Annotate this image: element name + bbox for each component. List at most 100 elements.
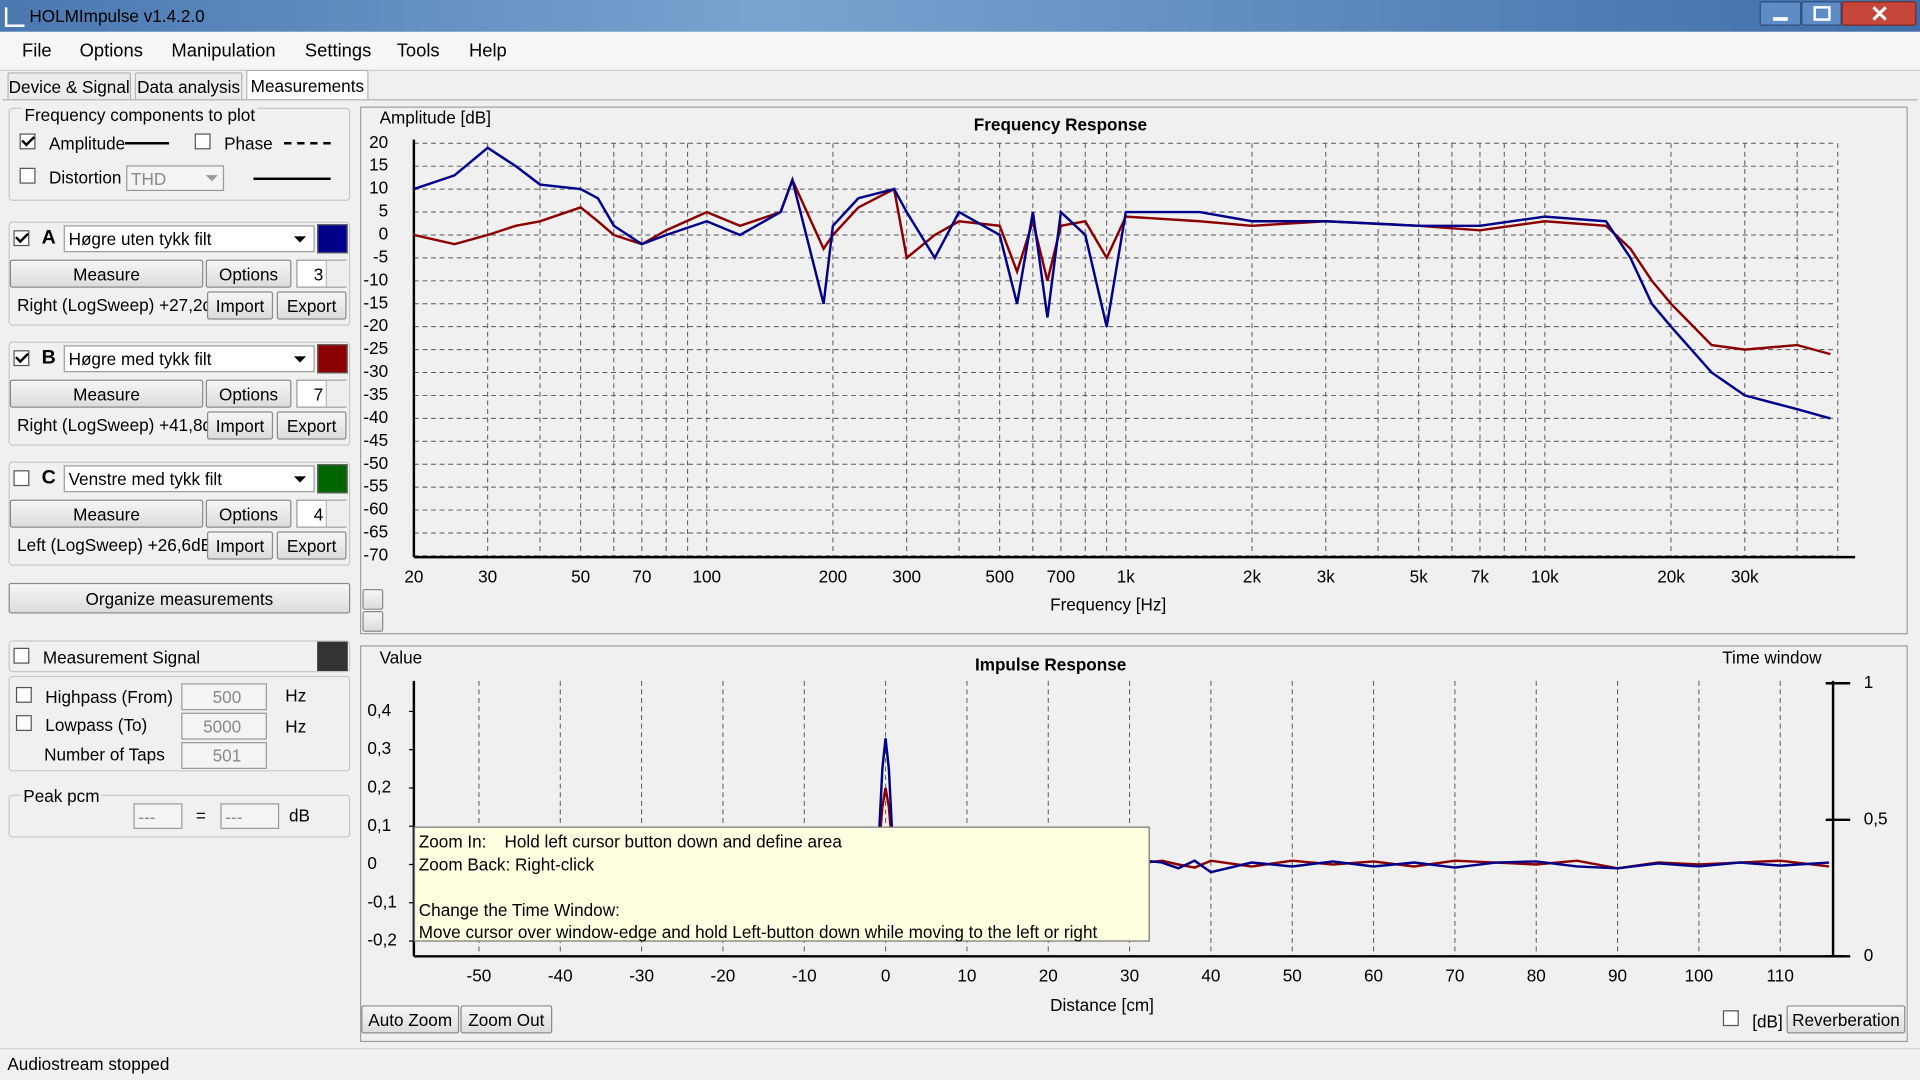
series-line <box>413 738 1830 874</box>
options-button[interactable]: Options <box>205 499 292 528</box>
y-tick-label: 0,2 <box>367 776 391 796</box>
signal-title: Measurement Signal <box>42 647 201 668</box>
spin-buttons[interactable] <box>325 380 347 407</box>
x-tick-label: 60 <box>1364 966 1383 986</box>
x-tick-label: 3k <box>1317 566 1336 586</box>
color-swatch[interactable] <box>317 344 348 374</box>
x-tick-label: 20 <box>404 566 423 586</box>
lowpass-checkbox[interactable] <box>15 715 32 732</box>
x-tick-label: 10 <box>957 966 976 986</box>
unit-label: Hz <box>285 716 307 736</box>
app-icon <box>4 7 25 27</box>
y2-tick-label: 0 <box>1864 945 1874 965</box>
y-tick-label: -55 <box>363 476 388 496</box>
y2-tick-label: 1 <box>1864 672 1874 692</box>
measure-button[interactable]: Measure <box>9 259 204 288</box>
signal-header <box>8 640 351 673</box>
dropdown-arrow <box>293 476 307 488</box>
menu-item[interactable]: Tools <box>396 40 440 62</box>
tooltip-row: Zoom Back: Right-click <box>418 854 595 874</box>
highpass-checkbox[interactable] <box>15 686 32 703</box>
menu-item[interactable]: Manipulation <box>171 40 276 62</box>
y-tick-label: -20 <box>363 315 388 335</box>
signal-checkbox[interactable] <box>13 647 30 664</box>
highpass-input[interactable]: 500 <box>181 683 267 711</box>
x-tick-label: 20 <box>1039 966 1058 986</box>
close-button[interactable] <box>1841 1 1917 26</box>
organize-button[interactable]: Organize measurements <box>8 582 351 614</box>
color-swatch[interactable] <box>317 224 348 254</box>
menu-item[interactable]: Settings <box>304 40 372 62</box>
export-button[interactable]: Export <box>276 291 347 320</box>
options-button[interactable]: Options <box>205 379 292 408</box>
taps-input[interactable]: 501 <box>181 742 267 769</box>
spin-buttons[interactable] <box>325 260 347 287</box>
color-swatch[interactable] <box>317 464 348 494</box>
x-tick-label: 30k <box>1731 566 1759 586</box>
y-tick-label: -60 <box>363 499 388 519</box>
tooltip-text: Hold left cursor button down and define … <box>504 831 842 852</box>
series-line <box>413 176 1831 356</box>
signal-color[interactable] <box>317 641 348 672</box>
export-button[interactable]: Export <box>276 531 347 560</box>
amplitude-checkbox[interactable] <box>19 133 36 150</box>
menu-item[interactable]: Options <box>79 40 143 62</box>
export-button[interactable]: Export <box>276 411 347 440</box>
x-tick-label: 40 <box>1201 966 1220 986</box>
y-tick-label: 0,4 <box>367 700 391 720</box>
x-tick-label: 5k <box>1410 566 1429 586</box>
maximize-button[interactable] <box>1801 1 1842 26</box>
tooltip-row: Move cursor over window-edge and hold Le… <box>418 922 1098 942</box>
scroll-up[interactable] <box>362 588 384 610</box>
minimize-button[interactable] <box>1759 1 1802 26</box>
phase-checkbox[interactable] <box>194 133 211 150</box>
auto-zoom-button[interactable]: Auto Zoom <box>361 1005 460 1034</box>
measurement-checkbox[interactable] <box>13 230 30 247</box>
taps-label: Number of Taps <box>44 744 165 765</box>
reverberation-button[interactable]: Reverberation <box>1786 1005 1906 1034</box>
x-tick-label: -20 <box>711 966 736 986</box>
series-line <box>413 146 1831 420</box>
menu-bar <box>0 31 1920 69</box>
x-tick-label: 10k <box>1531 566 1559 586</box>
import-button[interactable]: Import <box>206 531 274 560</box>
tab[interactable]: Device & Signal <box>7 72 132 100</box>
scroll-down[interactable] <box>362 611 384 632</box>
options-button[interactable]: Options <box>205 259 292 288</box>
status-text: Audiostream stopped <box>7 1054 170 1074</box>
measurement-name-dropdown[interactable]: Høgre uten tykk filt <box>63 225 315 253</box>
y-tick-label: 0 <box>367 853 377 873</box>
tab[interactable]: Data analysis <box>134 72 243 100</box>
tab[interactable]: Measurements <box>246 69 369 100</box>
y-tick-label: -0,2 <box>367 930 397 950</box>
measurement-name-dropdown[interactable]: Venstre med tykk filt <box>63 465 315 493</box>
menu-item[interactable]: File <box>22 40 52 62</box>
y-tick-label: 10 <box>369 178 388 198</box>
measurement-name-dropdown[interactable]: Høgre med tykk filt <box>63 345 315 373</box>
measurement-info: Right (LogSweep) +27,2dB <box>17 295 224 315</box>
db-checkbox[interactable] <box>1722 1010 1739 1027</box>
y-tick-label: -40 <box>363 407 388 427</box>
y-tick-label: -15 <box>363 292 388 312</box>
import-button[interactable]: Import <box>206 411 274 440</box>
title-bar <box>0 0 1920 32</box>
x-tick-label: 100 <box>692 566 721 586</box>
menu-item[interactable]: Help <box>468 40 507 62</box>
distortion-checkbox[interactable] <box>19 167 36 184</box>
measurement-checkbox[interactable] <box>13 470 30 487</box>
chart-title: Frequency Response <box>974 115 1147 135</box>
measure-button[interactable]: Measure <box>9 499 204 528</box>
import-button[interactable]: Import <box>206 291 274 320</box>
measurement-checkbox[interactable] <box>13 350 30 367</box>
measurement-letter: B <box>41 347 56 369</box>
measure-button[interactable]: Measure <box>9 379 204 408</box>
lowpass-input[interactable]: 5000 <box>181 712 267 740</box>
unit-label: Hz <box>285 685 307 706</box>
highpass-label: Highpass (From) <box>45 686 173 707</box>
y2-tick-label: 0,5 <box>1864 808 1888 828</box>
zoom-out-button[interactable]: Zoom Out <box>460 1005 553 1034</box>
spin-buttons[interactable] <box>325 500 347 527</box>
x-tick-label: 500 <box>985 566 1014 586</box>
